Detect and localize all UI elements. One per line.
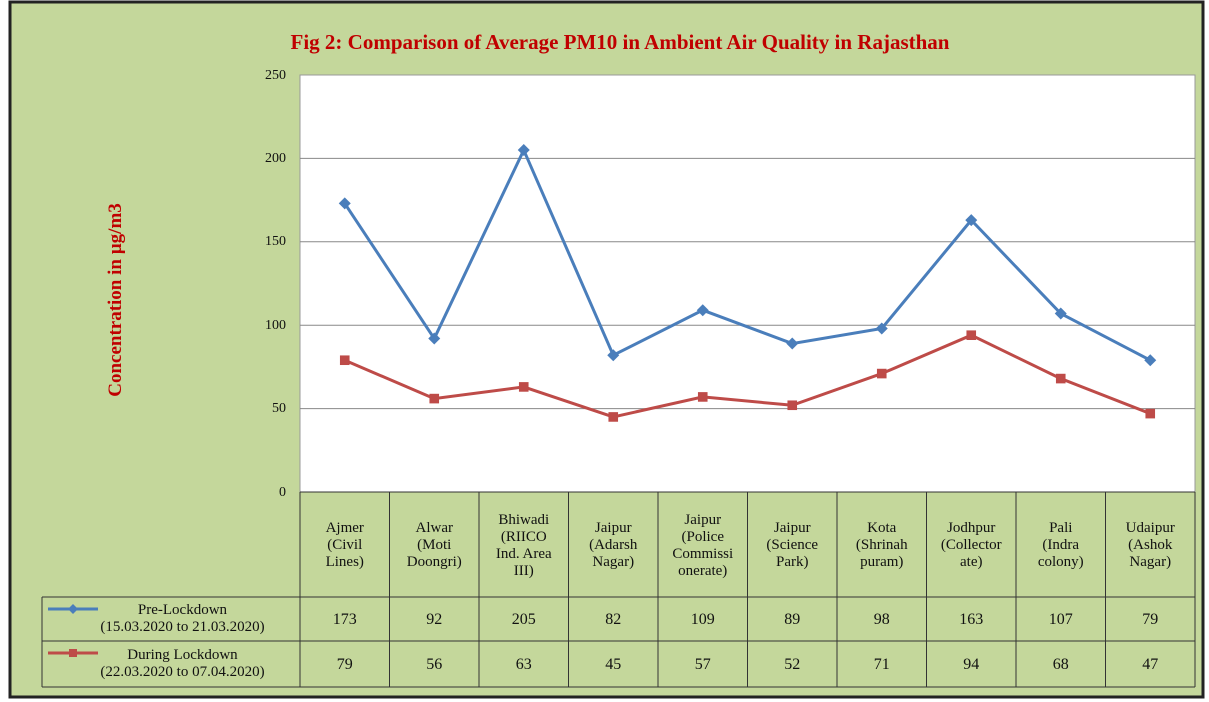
x-tick-label: Alwar (Moti Doongri) (406, 520, 462, 570)
value-label: 68 (1052, 655, 1069, 673)
y-tick-label: 100 (265, 317, 286, 333)
y-tick-label: 0 (279, 484, 286, 500)
value-label: 205 (511, 610, 536, 628)
value-label: 47 (1142, 655, 1159, 673)
y-tick-label: 50 (272, 401, 286, 417)
plot-area (299, 74, 1196, 493)
point (1144, 354, 1157, 367)
value-label: 79 (1142, 610, 1159, 628)
x-tick-label: Pali (Indra colony) (1037, 520, 1084, 570)
point (339, 355, 350, 366)
y-tick-label: 250 (265, 67, 286, 83)
point (787, 400, 798, 411)
point (429, 393, 440, 404)
x-tick-label: Jaipur (Adarsh Nagar) (589, 520, 638, 570)
point (696, 304, 709, 317)
point (965, 214, 978, 227)
x-tick-label: Jaipur (Police Commissi onerate) (672, 511, 734, 579)
series-line (343, 146, 1151, 362)
y-axis-label: Concentration in µg/m3 (104, 203, 126, 397)
point (1055, 373, 1066, 384)
legend-marker (68, 604, 78, 614)
y-tick-label: 150 (265, 234, 286, 250)
point (966, 330, 977, 341)
y-tick-label: 200 (265, 150, 286, 166)
value-label: 163 (959, 610, 984, 628)
value-label: 109 (690, 610, 715, 628)
value-label: 56 (426, 655, 443, 673)
value-label: 107 (1048, 610, 1073, 628)
x-tick-label: Udaipur (Ashok Nagar) (1125, 520, 1175, 570)
point (876, 368, 887, 379)
point (607, 349, 620, 362)
legend-label: During Lockdown (22.03.2020 to 07.04.202… (100, 647, 265, 680)
value-label: 173 (332, 610, 357, 628)
point (428, 332, 441, 345)
point (697, 392, 708, 402)
value-label: 45 (605, 655, 622, 673)
value-label: 98 (873, 610, 890, 628)
value-label: 63 (515, 655, 532, 673)
point (517, 144, 530, 157)
x-tick-label: Kota (Shrinah puram) (855, 520, 908, 570)
value-label: 92 (426, 610, 443, 628)
point (518, 382, 529, 392)
legend-marker (69, 649, 77, 657)
value-label: 71 (873, 655, 890, 673)
value-label: 79 (336, 655, 353, 673)
point (608, 412, 619, 422)
legend-label: Pre-Lockdown (15.03.2020 to 21.03.2020) (100, 602, 265, 635)
chart-title: Fig 2: Comparison of Average PM10 in Amb… (290, 29, 950, 54)
x-tick-label: Jaipur (Science Park) (766, 520, 819, 570)
series-line (344, 333, 1151, 419)
value-label: 82 (605, 610, 622, 628)
point (1145, 408, 1156, 419)
value-label: 57 (694, 655, 711, 673)
x-tick-label: Jodhpur (Collector ate) (940, 520, 1002, 570)
point (338, 197, 351, 210)
point (875, 322, 888, 335)
value-label: 52 (784, 655, 801, 673)
x-tick-label: Ajmer (Civil Lines) (325, 520, 364, 570)
x-tick-label: Bhiwadi (RIICO Ind. Area III) (495, 511, 552, 579)
point (1054, 307, 1067, 320)
value-label: 89 (784, 610, 801, 628)
point (786, 337, 799, 350)
value-label: 94 (963, 655, 980, 673)
